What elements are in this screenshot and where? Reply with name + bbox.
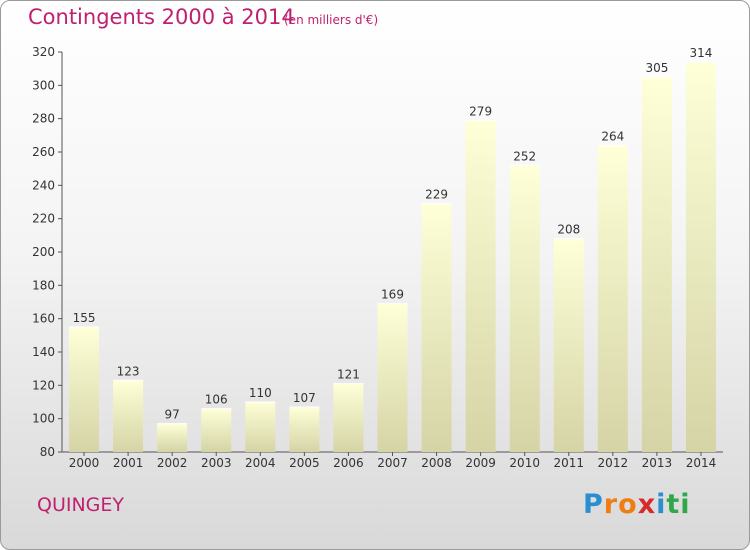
- proxiti-logo: Proxiti: [583, 489, 691, 520]
- x-tick-label: 2006: [333, 456, 364, 470]
- data-label: 97: [165, 408, 180, 422]
- x-tick-label: 2010: [509, 456, 540, 470]
- data-label: 106: [205, 393, 228, 407]
- x-tick-label: 2008: [421, 456, 452, 470]
- bar: [641, 77, 672, 452]
- bar: [333, 383, 364, 452]
- x-tick-label: 2007: [377, 456, 408, 470]
- logo-letter: P: [583, 489, 604, 520]
- x-tick-label: 2004: [245, 456, 276, 470]
- x-tick-label: 2013: [642, 456, 673, 470]
- bar: [465, 120, 496, 452]
- bar: [377, 303, 408, 452]
- y-tick-label: 220: [32, 212, 55, 226]
- y-tick-label: 300: [32, 78, 55, 92]
- data-label: 123: [117, 364, 140, 378]
- bar: [245, 402, 276, 452]
- bar: [597, 145, 628, 453]
- data-label: 107: [293, 391, 316, 405]
- axes: 80 100 120 140 160 180 200 220 240 260 280 300 320 20…: [32, 45, 723, 470]
- bar: [289, 407, 320, 452]
- data-label: 110: [249, 386, 272, 400]
- y-tick-label: 320: [32, 45, 55, 59]
- y-tick-label: 80: [40, 445, 55, 459]
- x-tick-label: 2014: [686, 456, 717, 470]
- logo-letter: o: [618, 489, 638, 520]
- y-tick-label: 120: [32, 378, 55, 392]
- x-tick-label: 2003: [201, 456, 232, 470]
- y-tick-label: 200: [32, 245, 55, 259]
- y-tick-label: 160: [32, 312, 55, 326]
- bar: [509, 165, 540, 453]
- y-tick-label: 280: [32, 112, 55, 126]
- y-tick-label: 240: [32, 178, 55, 192]
- data-label: 279: [469, 104, 492, 118]
- bar: [157, 423, 188, 452]
- logo-letter: i: [680, 489, 691, 520]
- data-label: 121: [337, 368, 360, 382]
- chart-title: Contingents 2000 à 2014: [28, 5, 295, 29]
- place-name: QUINGEY: [37, 494, 125, 516]
- data-label: 252: [513, 149, 536, 163]
- bar: [553, 238, 584, 452]
- logo-letter: i: [656, 489, 667, 520]
- y-tick-label: 140: [32, 345, 55, 359]
- x-tick-label: 2001: [113, 456, 144, 470]
- x-tick-label: 2000: [69, 456, 100, 470]
- x-tick-label: 2011: [553, 456, 584, 470]
- x-tick-label: 2005: [289, 456, 320, 470]
- data-label: 169: [381, 288, 404, 302]
- x-tick-label: 2012: [598, 456, 629, 470]
- logo-letter: r: [603, 489, 619, 520]
- data-label: 314: [690, 46, 713, 60]
- bar: [113, 380, 144, 452]
- data-label: 264: [601, 129, 624, 143]
- bar: [421, 203, 452, 452]
- logo-letter: x: [637, 489, 657, 520]
- data-label: 208: [557, 223, 580, 237]
- bar: [69, 327, 100, 452]
- chart-unit: (en milliers d'€): [284, 13, 379, 27]
- bar: [685, 62, 716, 452]
- data-label: 305: [645, 61, 668, 75]
- data-label: 155: [73, 311, 96, 325]
- data-label: 229: [425, 188, 448, 202]
- bar: [201, 408, 232, 452]
- y-tick-label: 260: [32, 145, 55, 159]
- x-tick-label: 2009: [465, 456, 496, 470]
- bars: 155 123 97 106 110 107 121 169 229 279 252 208 264 30…: [69, 46, 716, 453]
- x-tick-label: 2002: [157, 456, 188, 470]
- y-tick-label: 100: [32, 412, 55, 426]
- y-tick-label: 180: [32, 278, 55, 292]
- logo-letter: t: [666, 489, 681, 520]
